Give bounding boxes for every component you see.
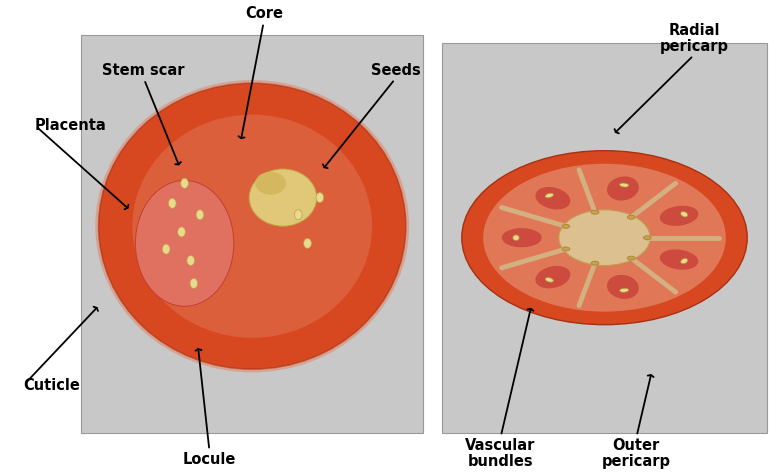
Ellipse shape — [607, 275, 639, 299]
Ellipse shape — [627, 215, 635, 219]
Ellipse shape — [627, 256, 635, 260]
Ellipse shape — [178, 227, 185, 237]
Circle shape — [559, 210, 650, 265]
Ellipse shape — [190, 279, 198, 289]
Text: Cuticle: Cuticle — [23, 378, 80, 393]
Ellipse shape — [181, 178, 189, 188]
Ellipse shape — [660, 249, 698, 270]
Text: Locule: Locule — [183, 452, 236, 467]
Ellipse shape — [513, 235, 519, 240]
Text: Seeds: Seeds — [371, 63, 421, 78]
Ellipse shape — [643, 236, 651, 240]
Circle shape — [462, 151, 747, 324]
Ellipse shape — [562, 247, 570, 251]
Ellipse shape — [133, 114, 372, 338]
Ellipse shape — [562, 224, 570, 228]
Ellipse shape — [168, 198, 176, 208]
Ellipse shape — [607, 176, 639, 201]
Ellipse shape — [99, 83, 406, 369]
Ellipse shape — [249, 169, 317, 226]
Ellipse shape — [294, 210, 302, 220]
Circle shape — [483, 164, 726, 312]
Ellipse shape — [187, 255, 195, 265]
Ellipse shape — [136, 180, 234, 307]
Ellipse shape — [196, 210, 204, 220]
Text: Radial
pericarp: Radial pericarp — [660, 23, 729, 54]
Ellipse shape — [591, 210, 599, 214]
Ellipse shape — [619, 183, 629, 187]
Text: Vascular
bundles: Vascular bundles — [466, 438, 535, 469]
Ellipse shape — [681, 258, 688, 264]
Ellipse shape — [316, 193, 324, 202]
Text: Stem scar: Stem scar — [102, 63, 185, 78]
Text: Placenta: Placenta — [35, 118, 106, 133]
Ellipse shape — [591, 261, 599, 265]
Ellipse shape — [546, 193, 553, 198]
Ellipse shape — [660, 206, 698, 226]
Ellipse shape — [255, 172, 286, 195]
Ellipse shape — [303, 238, 311, 248]
Ellipse shape — [619, 288, 629, 292]
Ellipse shape — [502, 228, 542, 247]
FancyBboxPatch shape — [81, 35, 423, 433]
Ellipse shape — [535, 266, 570, 289]
Text: Core: Core — [245, 6, 282, 21]
Ellipse shape — [546, 278, 553, 282]
Ellipse shape — [162, 244, 170, 254]
FancyBboxPatch shape — [442, 43, 767, 433]
Ellipse shape — [535, 187, 570, 210]
Ellipse shape — [681, 211, 688, 217]
Text: Outer
pericarp: Outer pericarp — [602, 438, 670, 469]
